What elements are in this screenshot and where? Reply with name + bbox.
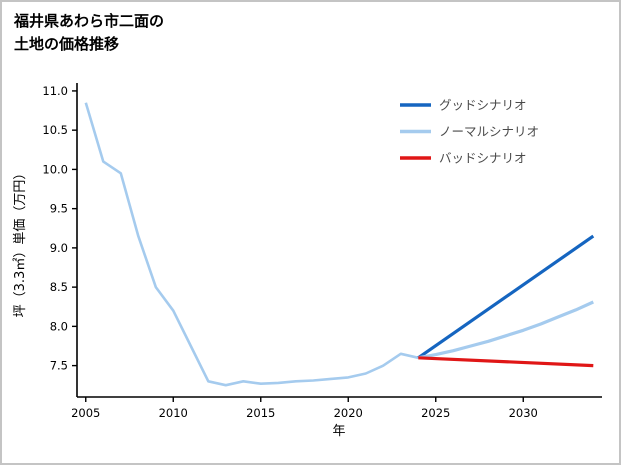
series-line-3 bbox=[418, 356, 594, 368]
y-tick-label: 8.5 bbox=[50, 280, 68, 294]
y-tick-label: 10.0 bbox=[42, 162, 68, 176]
legend-label-0: グッドシナリオ bbox=[439, 98, 527, 113]
x-tick-label: 2015 bbox=[246, 406, 275, 420]
chart-title-line1: 福井県あわら市二面の bbox=[14, 12, 165, 30]
x-tick-label: 2025 bbox=[421, 406, 450, 420]
y-tick-label: 10.5 bbox=[42, 123, 68, 137]
chart-title-line2: 土地の価格推移 bbox=[14, 35, 120, 54]
y-tick-label: 7.5 bbox=[50, 359, 68, 373]
x-tick-label: 2020 bbox=[334, 406, 363, 420]
legend-label-1: ノーマルシナリオ bbox=[439, 124, 539, 139]
series-line-1 bbox=[417, 234, 595, 360]
series-line-2 bbox=[418, 300, 594, 360]
y-tick-label: 9.0 bbox=[50, 241, 68, 255]
legend-label-2: バッドシナリオ bbox=[439, 151, 527, 166]
x-tick-label: 2030 bbox=[509, 406, 538, 420]
series-line-0 bbox=[84, 102, 419, 387]
y-tick-label: 8.0 bbox=[50, 319, 68, 333]
chart-title: 福井県あわら市二面の 土地の価格推移 bbox=[14, 10, 164, 57]
y-tick-label: 11.0 bbox=[42, 84, 68, 98]
y-axis-label: 坪（3.3㎡）単価（万円） bbox=[12, 167, 28, 318]
y-tick-label: 9.5 bbox=[50, 202, 68, 216]
x-axis-label: 年 bbox=[332, 424, 345, 439]
x-tick-label: 2010 bbox=[159, 406, 188, 420]
x-tick-label: 2005 bbox=[71, 406, 100, 420]
